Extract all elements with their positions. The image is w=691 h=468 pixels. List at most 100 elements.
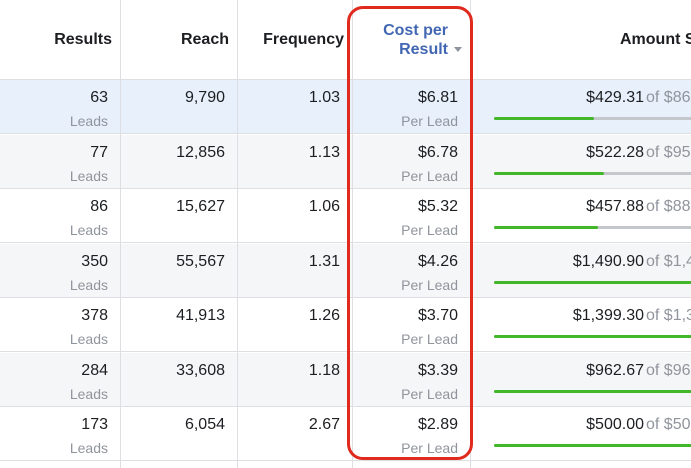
frequency-value: 1.06 xyxy=(308,198,340,215)
results-unit: Leads xyxy=(69,222,108,238)
spend-progress-bar xyxy=(494,444,691,447)
cell-cost-per-result: $2.89 Per Lead xyxy=(352,407,470,461)
spend-progress-bar xyxy=(494,117,691,120)
spend-progress-fill xyxy=(494,389,691,393)
table-row[interactable]: 173 Leads 6,054 2.67 $2.89 Per Lead $500… xyxy=(0,407,691,461)
table-header-row: Results Reach Frequency Cost per Result … xyxy=(0,0,691,80)
column-divider[interactable] xyxy=(237,0,238,468)
cost-value: $3.39 xyxy=(417,361,458,379)
cell-amount-spent: $1,490.90 of $1,490 xyxy=(470,244,691,298)
results-unit: Leads xyxy=(69,331,108,347)
cost-unit: Per Lead xyxy=(401,222,458,238)
amount-budget-value: of $500 xyxy=(646,416,691,433)
cell-frequency: 2.67 xyxy=(237,407,352,461)
table-row[interactable]: 284 Leads 33,608 1.18 $3.39 Per Lead $96… xyxy=(0,352,691,407)
cost-value: $2.89 xyxy=(417,416,458,433)
cost-value: $4.26 xyxy=(417,252,458,270)
cell-reach: 6,054 xyxy=(120,407,237,461)
frequency-value: 1.18 xyxy=(308,361,340,379)
cell-frequency: 1.06 xyxy=(237,189,352,243)
spend-progress-fill xyxy=(494,444,691,447)
amount-spent-value: $429.31 xyxy=(586,89,644,106)
amount-budget-value: of $860 xyxy=(646,89,691,106)
cell-amount-spent: $522.28 of $953 xyxy=(470,135,691,189)
amount-spent-value: $962.67 xyxy=(586,361,644,379)
amount-budget-value: of $953 xyxy=(646,143,691,161)
amount-budget-value: of $1,399 xyxy=(646,307,691,324)
results-value: 63 xyxy=(90,89,108,106)
cell-cost-per-result: $3.70 Per Lead xyxy=(352,298,470,352)
column-header-cost-line2-wrap: Result xyxy=(399,40,462,59)
results-unit: Leads xyxy=(69,276,108,293)
frequency-value: 2.67 xyxy=(308,416,340,433)
column-header-frequency-label: Frequency xyxy=(263,31,344,48)
results-value: 173 xyxy=(81,416,108,433)
cost-value: $5.32 xyxy=(417,198,458,215)
frequency-value: 1.31 xyxy=(308,252,340,270)
cell-amount-spent: $457.88 of $889 xyxy=(470,189,691,243)
cell-results: 173 Leads xyxy=(0,407,120,461)
results-value: 77 xyxy=(90,143,108,161)
column-header-reach[interactable]: Reach xyxy=(120,0,237,80)
spend-progress-bar xyxy=(494,389,691,393)
table-row[interactable]: 86 Leads 15,627 1.06 $5.32 Per Lead $457… xyxy=(0,189,691,243)
column-header-frequency[interactable]: Frequency xyxy=(237,0,352,80)
column-header-cost-per-result[interactable]: Cost per Result xyxy=(352,0,470,80)
column-divider[interactable] xyxy=(470,0,471,468)
cell-amount-spent: $500.00 of $500 xyxy=(470,407,691,461)
frequency-value: 1.26 xyxy=(308,307,340,324)
cell-cost-per-result: $6.81 Per Lead xyxy=(352,80,470,134)
cell-cost-per-result: $3.39 Per Lead xyxy=(352,353,470,407)
column-divider[interactable] xyxy=(120,0,121,468)
cost-value: $3.70 xyxy=(417,307,458,324)
cell-frequency: 1.03 xyxy=(237,80,352,134)
table-row[interactable]: 63 Leads 9,790 1.03 $6.81 Per Lead $429.… xyxy=(0,80,691,134)
cell-cost-per-result: $4.26 Per Lead xyxy=(352,244,470,298)
reach-value: 55,567 xyxy=(176,252,225,270)
reach-value: 9,790 xyxy=(184,89,225,106)
cell-results: 284 Leads xyxy=(0,353,120,407)
amount-budget-value: of $962 xyxy=(646,361,691,379)
column-header-amount-spent[interactable]: Amount S xyxy=(470,0,691,80)
table-row[interactable]: 77 Leads 12,856 1.13 $6.78 Per Lead $522… xyxy=(0,134,691,189)
amount-budget-value: of $889 xyxy=(646,198,691,215)
frequency-value: 1.13 xyxy=(308,143,340,161)
cell-amount-spent: $1,399.30 of $1,399 xyxy=(470,298,691,352)
cell-reach: 9,790 xyxy=(120,80,237,134)
spend-progress-fill xyxy=(494,117,594,120)
reach-value: 15,627 xyxy=(176,198,225,215)
sort-descending-icon[interactable] xyxy=(454,47,462,53)
cell-frequency: 1.31 xyxy=(237,244,352,298)
cell-reach: 33,608 xyxy=(120,353,237,407)
column-divider[interactable] xyxy=(352,0,353,468)
cell-cost-per-result: $6.78 Per Lead xyxy=(352,135,470,189)
table-row[interactable]: 378 Leads 41,913 1.26 $3.70 Per Lead $1,… xyxy=(0,298,691,352)
cost-unit: Per Lead xyxy=(401,167,458,184)
spend-progress-fill xyxy=(494,226,598,229)
spend-progress-bar xyxy=(494,226,691,229)
cell-reach: 41,913 xyxy=(120,298,237,352)
table-row[interactable]: 350 Leads 55,567 1.31 $4.26 Per Lead $1,… xyxy=(0,243,691,298)
amount-spent-value: $457.88 xyxy=(586,198,644,215)
results-value: 284 xyxy=(81,361,108,379)
cell-frequency: 1.13 xyxy=(237,135,352,189)
column-header-results[interactable]: Results xyxy=(0,0,120,80)
cell-amount-spent: $429.31 of $860 xyxy=(470,80,691,134)
column-header-cost-line1: Cost per xyxy=(383,22,448,39)
column-header-reach-label: Reach xyxy=(180,31,229,48)
reach-value: 12,856 xyxy=(176,143,225,161)
cost-value: $6.78 xyxy=(417,143,458,161)
frequency-value: 1.03 xyxy=(308,89,340,106)
amount-spent-value: $522.28 xyxy=(586,143,644,161)
cell-reach: 12,856 xyxy=(120,135,237,189)
spend-progress-fill xyxy=(494,280,691,284)
amount-spent-value: $1,399.30 xyxy=(572,307,644,324)
results-value: 378 xyxy=(81,307,108,324)
reach-value: 33,608 xyxy=(176,361,225,379)
cell-results: 63 Leads xyxy=(0,80,120,134)
cell-reach: 55,567 xyxy=(120,244,237,298)
column-header-results-label: Results xyxy=(54,31,112,48)
cost-unit: Per Lead xyxy=(401,331,458,347)
cost-unit: Per Lead xyxy=(401,385,458,402)
spend-progress-bar xyxy=(494,280,691,284)
